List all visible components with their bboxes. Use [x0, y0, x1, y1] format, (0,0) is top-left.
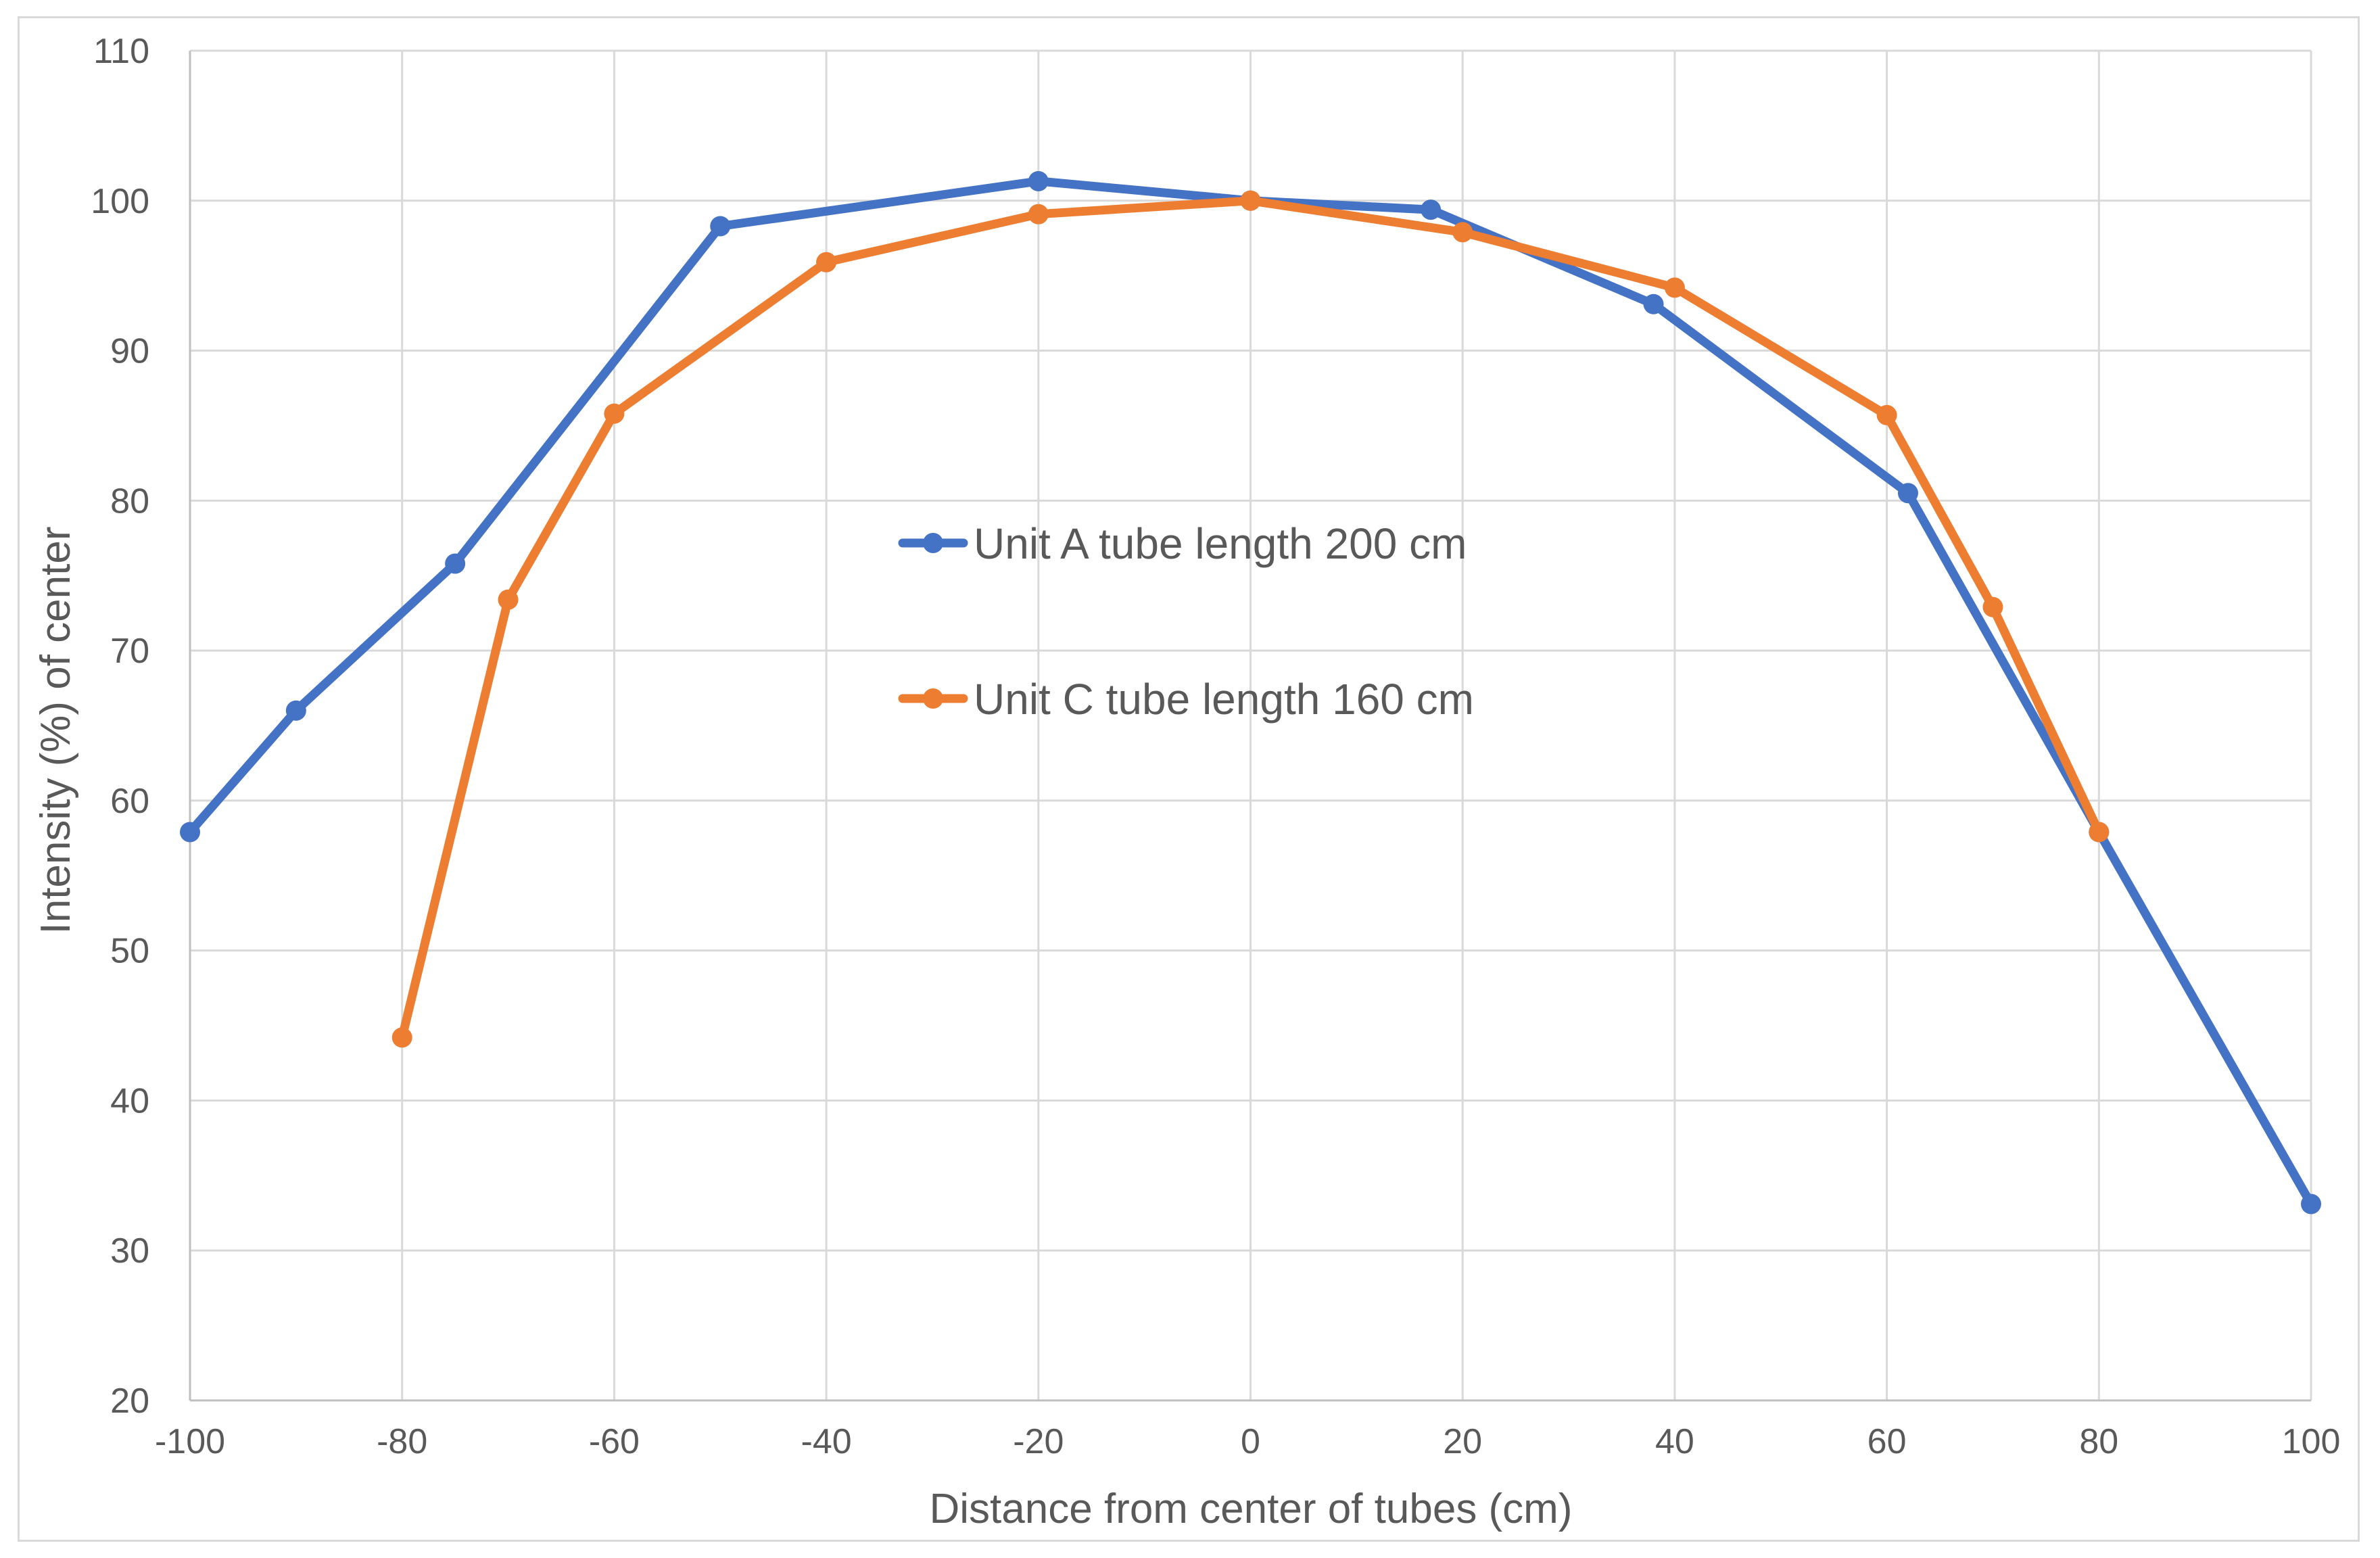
y-tick-label: 30	[110, 1231, 149, 1271]
data-point-unit-a	[710, 216, 731, 237]
y-tick-label: 40	[110, 1081, 149, 1120]
x-tick-label: 40	[1655, 1422, 1694, 1461]
y-tick-label: 20	[110, 1382, 149, 1421]
data-point-unit-c	[604, 403, 625, 424]
x-tick-label: 60	[1867, 1422, 1907, 1461]
x-tick-label: -20	[1013, 1422, 1064, 1461]
data-point-unit-a	[445, 553, 466, 574]
y-axis-title: Intensity (%) of center	[32, 526, 79, 934]
y-tick-label: 90	[110, 332, 149, 371]
series	[180, 170, 2321, 1214]
chart-frame	[18, 16, 2360, 1542]
data-point-unit-c	[2089, 822, 2110, 843]
legend-label-unit-a: Unit A tube length 200 cm	[974, 519, 1467, 568]
y-tick-label: 110	[93, 32, 149, 71]
data-point-unit-c	[498, 589, 519, 610]
y-tick-label: 70	[110, 632, 149, 671]
x-tick-label: 0	[1241, 1422, 1260, 1461]
legend-swatch-marker-unit-c	[923, 688, 943, 709]
x-axis-title: Distance from center of tubes (cm)	[930, 1486, 1573, 1532]
data-point-unit-a	[1028, 170, 1049, 191]
y-tick-label: 60	[110, 782, 149, 821]
data-point-unit-a	[180, 822, 200, 843]
data-point-unit-c	[1876, 404, 1897, 425]
data-point-unit-a	[1643, 293, 1664, 314]
y-tick-label: 100	[91, 182, 149, 221]
data-point-unit-c	[391, 1027, 412, 1048]
data-point-unit-c	[1240, 190, 1261, 211]
y-tick-label: 80	[110, 481, 149, 521]
data-point-unit-a	[1897, 483, 1918, 504]
legend-label-unit-c: Unit C tube length 160 cm	[974, 675, 1474, 724]
data-point-unit-a	[1421, 199, 1442, 220]
x-tick-label: -60	[589, 1422, 640, 1461]
data-point-unit-c	[1452, 222, 1473, 243]
x-tick-label: -80	[377, 1422, 427, 1461]
data-point-unit-a	[285, 700, 306, 721]
axes: -100 -80 -60 -40 -20 0 20 40 60 80 100 20 30 40 50 60 70…	[91, 32, 2340, 1461]
legend-swatch-marker-unit-a	[923, 533, 943, 553]
y-tick-label: 50	[110, 932, 149, 971]
data-point-unit-c	[1664, 277, 1685, 298]
data-point-unit-c	[816, 252, 837, 273]
data-point-unit-c	[1982, 596, 2003, 617]
x-tick-label: 100	[2282, 1422, 2341, 1461]
data-point-unit-c	[1028, 204, 1049, 225]
data-point-unit-a	[2301, 1194, 2321, 1214]
gridlines	[189, 49, 2312, 1402]
x-tick-label: 80	[2079, 1422, 2118, 1461]
x-tick-label: 20	[1443, 1422, 1482, 1461]
x-tick-label: -40	[801, 1422, 852, 1461]
x-tick-label: -100	[155, 1422, 225, 1461]
legend: Unit A tube length 200 cm Unit C tube len…	[898, 519, 1474, 724]
